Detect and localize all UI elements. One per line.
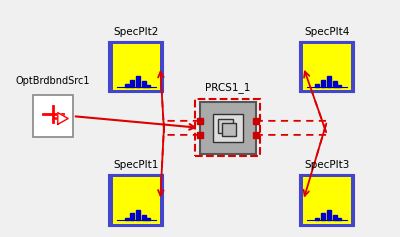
Bar xyxy=(146,218,150,220)
Bar xyxy=(337,85,341,87)
FancyBboxPatch shape xyxy=(303,44,351,90)
FancyBboxPatch shape xyxy=(113,44,160,90)
Bar xyxy=(142,81,146,87)
Text: SpecPlt2: SpecPlt2 xyxy=(114,27,159,36)
Bar xyxy=(130,80,134,87)
FancyBboxPatch shape xyxy=(110,42,164,92)
FancyBboxPatch shape xyxy=(113,177,160,224)
Bar xyxy=(321,213,325,220)
FancyBboxPatch shape xyxy=(33,95,73,137)
Bar xyxy=(124,84,128,87)
Bar xyxy=(142,214,146,220)
FancyBboxPatch shape xyxy=(200,102,256,154)
Bar xyxy=(315,218,319,220)
Bar xyxy=(327,76,331,87)
Text: PRCS1_1: PRCS1_1 xyxy=(205,82,250,93)
Bar xyxy=(130,213,134,220)
Polygon shape xyxy=(58,113,68,124)
Bar xyxy=(136,210,140,220)
Text: OptBrdbndSrc1: OptBrdbndSrc1 xyxy=(16,76,90,86)
Bar xyxy=(146,85,150,87)
FancyBboxPatch shape xyxy=(303,177,351,224)
FancyBboxPatch shape xyxy=(222,123,236,136)
Bar xyxy=(136,76,140,87)
FancyBboxPatch shape xyxy=(218,119,234,133)
Bar xyxy=(337,218,341,220)
Bar xyxy=(315,84,319,87)
FancyBboxPatch shape xyxy=(300,42,354,92)
FancyBboxPatch shape xyxy=(300,175,354,226)
Text: SpecPlt4: SpecPlt4 xyxy=(304,27,350,36)
Bar xyxy=(333,81,337,87)
FancyBboxPatch shape xyxy=(110,175,164,226)
Bar xyxy=(327,210,331,220)
Text: SpecPlt3: SpecPlt3 xyxy=(304,160,350,170)
FancyBboxPatch shape xyxy=(212,114,243,142)
Bar xyxy=(124,218,128,220)
Text: SpecPlt1: SpecPlt1 xyxy=(114,160,159,170)
Bar xyxy=(333,214,337,220)
Bar xyxy=(321,80,325,87)
